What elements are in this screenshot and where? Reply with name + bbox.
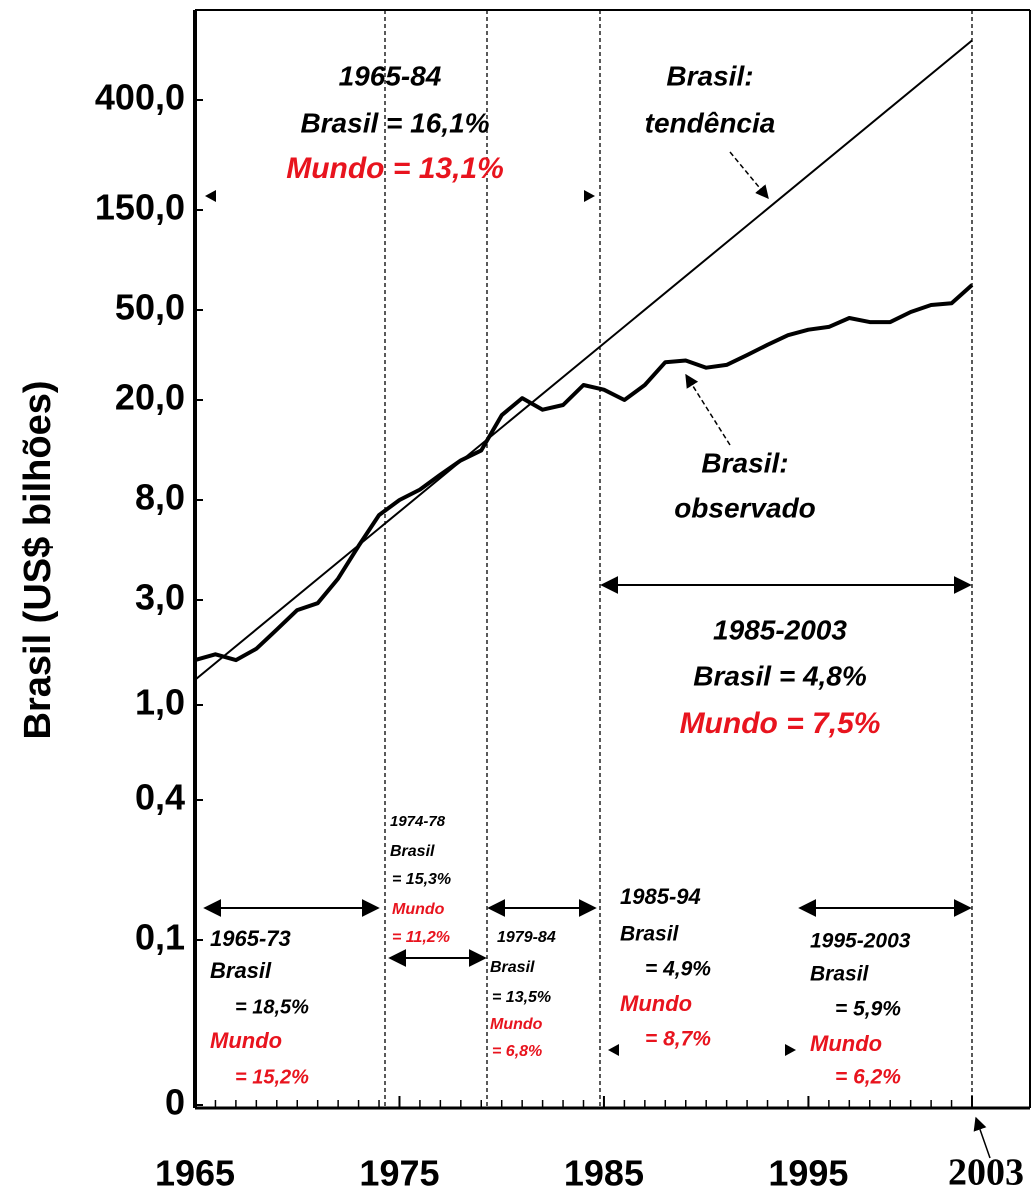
annotation: = 13,5% <box>492 989 551 1006</box>
annotation: = 6,2% <box>835 1066 901 1089</box>
dashed-dividers <box>384 10 973 1108</box>
annotation: Mundo <box>210 1028 282 1053</box>
annotation: Mundo <box>620 991 692 1016</box>
y-tick-label: 0 <box>165 1082 185 1123</box>
annotation: Mundo <box>810 1031 882 1056</box>
annotation: Brasil = 4,8% <box>693 660 867 691</box>
x-tick-label: 1965 <box>155 1153 235 1194</box>
y-tick-label: 1,0 <box>135 682 185 723</box>
annotation: = 11,2% <box>392 929 450 946</box>
annotation: Brasil: <box>701 447 788 478</box>
annotation: 1985-2003 <box>713 614 847 645</box>
annotation: observado <box>674 492 816 523</box>
annotation: = 8,7% <box>645 1028 711 1051</box>
y-tick-label: 50,0 <box>115 287 185 328</box>
y-tick-label: 8,0 <box>135 477 185 518</box>
x-tick-label: 1985 <box>564 1153 644 1194</box>
y-tick-label: 150,0 <box>95 187 185 228</box>
annotation: = 6,8% <box>492 1043 542 1060</box>
annotation: Brasil: <box>666 60 753 91</box>
range-arrows <box>203 190 972 1056</box>
annotation: Brasil = 16,1% <box>300 107 489 138</box>
annotation: Mundo <box>490 1016 543 1033</box>
y-tick-label: 0,1 <box>135 917 185 958</box>
annotation: Mundo = 13,1% <box>286 152 504 185</box>
annotation: tendência <box>645 107 776 138</box>
annotation: Brasil <box>390 843 435 860</box>
line-series <box>194 39 973 681</box>
annotation: Mundo <box>392 901 445 918</box>
x-tick-label: 1975 <box>359 1153 439 1194</box>
annotation: = 18,5% <box>235 996 309 1018</box>
annotation: Brasil <box>210 958 272 983</box>
x-tick-label: 2003 <box>948 1152 1024 1194</box>
annotation: 1965-73 <box>210 926 291 951</box>
y-tick-label: 0,4 <box>135 777 185 818</box>
annotation: Brasil <box>620 923 680 946</box>
annotation: 1965-84 <box>339 60 442 91</box>
annotation: 1995-2003 <box>810 930 911 953</box>
annotation: Mundo = 7,5% <box>680 707 881 740</box>
y-axis-label: Brasil (US$ bilhões) <box>17 381 59 740</box>
y-tick-label: 400,0 <box>95 77 185 118</box>
annotation: 1974-78 <box>390 813 446 830</box>
annotation: = 15,3% <box>392 871 451 888</box>
x-tick-label: 1995 <box>768 1153 848 1194</box>
y-tick-label: 3,0 <box>135 577 185 618</box>
pointer-arrows <box>685 151 991 1159</box>
annotation: 1979-84 <box>497 929 556 946</box>
annotation: Brasil <box>490 959 535 976</box>
annotation: = 5,9% <box>835 998 901 1021</box>
annotation: Brasil <box>810 963 870 986</box>
annotation: 1985-94 <box>620 884 701 909</box>
line-series <box>194 283 974 663</box>
annotation: = 15,2% <box>235 1066 309 1088</box>
y-tick-label: 20,0 <box>115 377 185 418</box>
annotation: = 4,9% <box>645 958 711 981</box>
